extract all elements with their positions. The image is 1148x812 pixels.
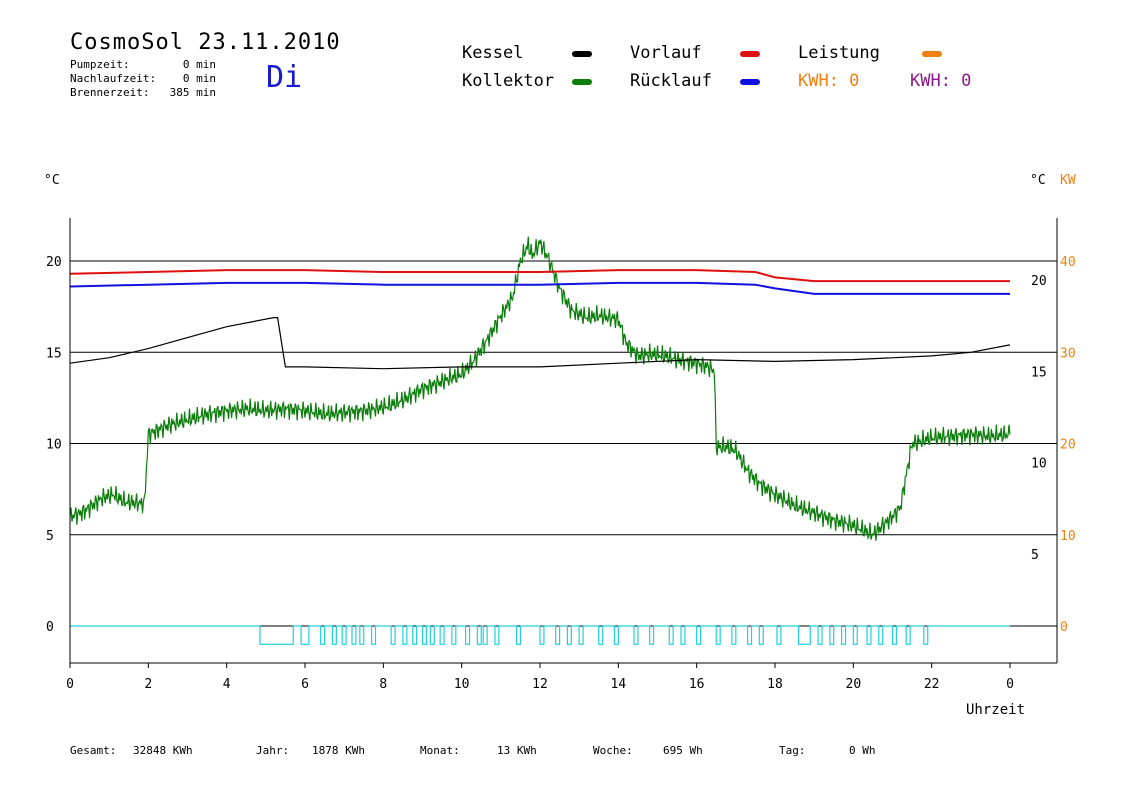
y-right-tick-label: 20 — [1031, 274, 1047, 289]
x-tick-label: 6 — [301, 677, 309, 692]
nachlaufzeit-label: Nachlaufzeit: — [70, 72, 157, 85]
legend-ruecklauf-swatch — [740, 79, 760, 85]
x-tick-label: 16 — [689, 677, 705, 692]
footer-monat-value: 13 KWh — [497, 744, 537, 757]
x-tick-label: 14 — [611, 677, 627, 692]
y-kw-tick-label: 40 — [1060, 255, 1076, 270]
legend-vorlauf-label: Vorlauf — [630, 43, 702, 63]
footer-gesamt-value: 32848 KWh — [133, 744, 193, 757]
x-axis-label: Uhrzeit — [966, 702, 1025, 718]
footer-tag-label: Tag: — [779, 744, 806, 757]
x-tick-label: 4 — [223, 677, 231, 692]
pump-trace — [70, 625, 1010, 645]
y-kw-tick-label: 20 — [1060, 438, 1076, 453]
weekday-label: Di — [266, 60, 303, 95]
footer-woche-value: 695 Wh — [663, 744, 703, 757]
x-tick-label: 18 — [767, 677, 783, 692]
pumpzeit-value: 0 min — [182, 58, 216, 71]
y-kw-tick-label: 10 — [1060, 529, 1076, 544]
y-left-tick-label: 20 — [46, 255, 62, 270]
x-tick-label: 12 — [532, 677, 548, 692]
legend-kollektor-label: Kollektor — [462, 71, 555, 91]
y-right-tick-label: 5 — [1031, 548, 1039, 563]
legend-leistung-label: Leistung — [798, 43, 880, 63]
y-kw-tick-label: 30 — [1060, 346, 1076, 361]
footer-monat-label: Monat: — [420, 744, 460, 757]
brennerzeit-value: 385 min — [169, 86, 216, 99]
y-left-tick-label: 15 — [46, 346, 62, 361]
y-left-unit-label: °C — [44, 173, 60, 188]
y-kw-tick-label: 0 — [1060, 620, 1068, 635]
series-vorlauf-line — [69, 269, 1010, 283]
y-left-tick-label: 0 — [46, 620, 54, 635]
y-kw-unit-label: KW — [1060, 173, 1076, 188]
series-kessel-line — [69, 317, 1011, 370]
legend-ruecklauf-label: Rücklauf — [630, 71, 712, 91]
legend-leistung-swatch — [922, 51, 942, 57]
footer-jahr-label: Jahr: — [256, 744, 290, 757]
x-tick-label: 8 — [379, 677, 387, 692]
footer-gesamt-label: Gesamt: — [70, 744, 117, 757]
legend-kessel-swatch — [572, 51, 592, 57]
series-ruecklauf-line — [69, 281, 1010, 295]
x-tick-label: 10 — [454, 677, 470, 692]
x-tick-label: 0 — [1006, 677, 1014, 692]
chart-title: CosmoSol 23.11.2010 — [70, 30, 341, 55]
pumpzeit-label: Pumpzeit: — [70, 58, 130, 71]
footer-tag-value: 0 Wh — [849, 744, 876, 757]
footer-jahr-value: 1878 KWh — [312, 744, 365, 757]
y-left-tick-label: 5 — [46, 529, 54, 544]
legend-kwh-purple: KWH: 0 — [910, 71, 972, 91]
x-tick-label: 2 — [144, 677, 152, 692]
x-tick-label: 0 — [66, 677, 74, 692]
legend-kessel-label: Kessel — [462, 43, 524, 63]
x-tick-label: 22 — [924, 677, 940, 692]
footer-woche-label: Woche: — [593, 744, 633, 757]
series-kollektor-line — [69, 236, 1011, 541]
legend-kollektor-swatch — [572, 79, 592, 85]
legend-kwh-orange: KWH: 0 — [798, 71, 860, 91]
x-tick-label: 20 — [846, 677, 862, 692]
legend-vorlauf-swatch — [740, 51, 760, 57]
y-right-tick-label: 15 — [1031, 365, 1047, 380]
brennerzeit-label: Brennerzeit: — [70, 86, 150, 99]
nachlaufzeit-value: 0 min — [182, 72, 216, 85]
y-right-unit-label: °C — [1030, 173, 1046, 188]
y-right-tick-label: 10 — [1031, 457, 1047, 472]
y-left-tick-label: 10 — [46, 438, 62, 453]
